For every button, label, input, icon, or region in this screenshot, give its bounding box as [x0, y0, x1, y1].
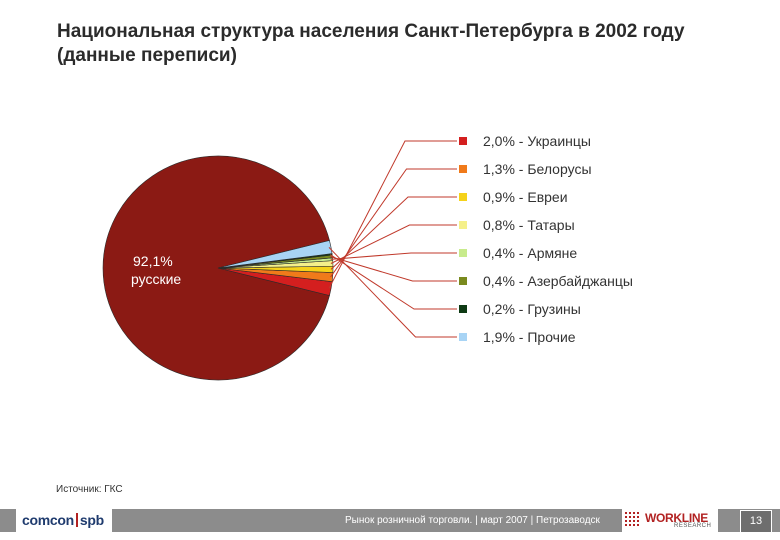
legend-label-3: 0,9% - Евреи [483, 189, 568, 205]
leader-line-4 [330, 224, 457, 264]
legend-label-8: 1,9% - Прочие [483, 329, 576, 345]
legend-swatch-5 [459, 249, 467, 257]
logo-divider [75, 513, 78, 527]
legend-swatch-3 [459, 193, 467, 201]
pie-slice-9 [217, 240, 333, 269]
workline-grid-icon [625, 512, 641, 528]
legend-swatch-4 [459, 221, 467, 229]
legend-label-5: 0,4% - Армяне [483, 245, 577, 261]
leader-line-8 [328, 247, 457, 338]
legend-swatch-8 [459, 333, 467, 341]
leader-line-2 [330, 168, 457, 278]
legend-label-1: 2,0% - Украинцы [483, 133, 591, 149]
page-number: 13 [740, 510, 772, 533]
logo-right-text: spb [79, 512, 104, 528]
main-slice-name-label: русские [131, 271, 181, 287]
legend-swatch-6 [459, 277, 467, 285]
legend-label-7: 0,2% - Грузины [483, 301, 581, 317]
pie-chart-svg: 2,0% - Украинцы 1,3% - Белорусы 0,9% - Евр… [102, 133, 633, 381]
pie-chart: 2,0% - Украинцы 1,3% - Белорусы 0,9% - Евр… [102, 133, 633, 381]
workline-logo: WORKLINE RESEARCH [622, 509, 718, 532]
legend-swatch-2 [459, 165, 467, 173]
source-note: Источник: ГКС [56, 484, 123, 495]
leader-line-6 [330, 256, 457, 282]
main-slice-value-label: 92,1% [133, 253, 173, 269]
leader-line-7 [329, 254, 457, 310]
leader-line-5 [330, 252, 457, 260]
legend-swatch-1 [459, 137, 467, 145]
footer-bar: comcon spb Рынок розничной торговли. | ма… [0, 509, 780, 533]
page-title: Национальная структура населения Санкт-П… [57, 21, 685, 66]
legend-swatch-7 [459, 305, 467, 313]
comcon-logo: comcon spb [16, 509, 112, 532]
footer-caption: Рынок розничной торговли. | март 2007 | … [345, 515, 600, 526]
leader-line-1 [328, 140, 457, 289]
pie-slice-1 [102, 155, 330, 381]
leader-line-3 [330, 196, 457, 270]
legend-label-6: 0,4% - Азербайджанцы [483, 273, 633, 289]
legend-label-4: 0,8% - Татары [483, 217, 575, 233]
workline-logo-text: WORKLINE [645, 511, 708, 525]
legend-label-2: 1,3% - Белорусы [483, 161, 592, 177]
logo-left-text: comcon [22, 512, 74, 528]
workline-logo-subtext: RESEARCH [674, 523, 712, 529]
